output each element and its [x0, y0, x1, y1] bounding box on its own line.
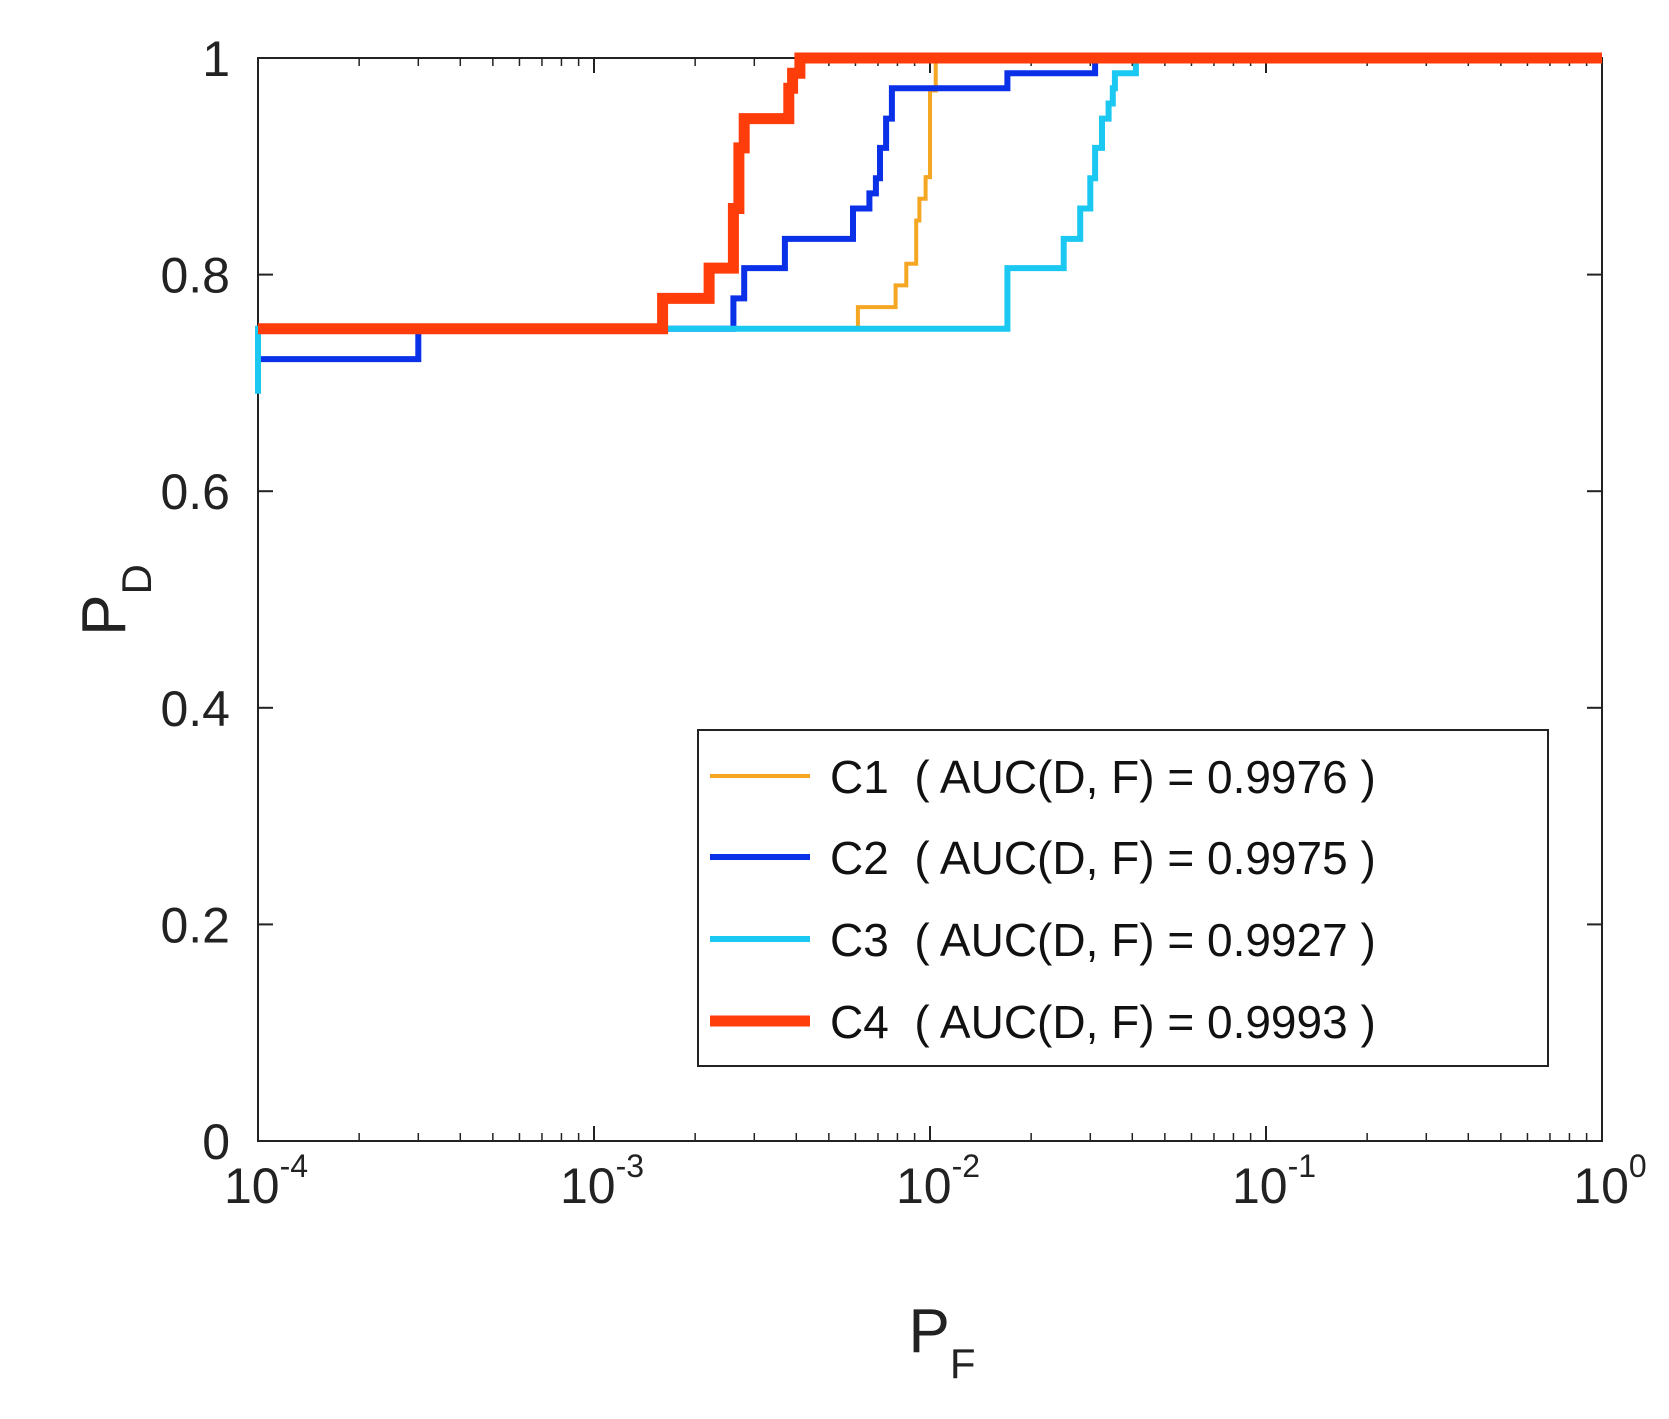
x-tick-base: 10 — [896, 1158, 952, 1214]
legend-box — [697, 729, 1549, 1067]
legend-label-c4: C4 ( AUC(D, F) = 0.9993 ) — [830, 996, 1376, 1048]
x-tick-label: 100 — [1573, 1148, 1646, 1214]
series-line-c4 — [258, 52, 1602, 335]
legend-entry-c1: C1 ( AUC(D, F) = 0.9976 ) — [710, 751, 1376, 803]
x-tick-label: 10-1 — [1232, 1148, 1316, 1214]
major-ticks — [257, 57, 1603, 1142]
x-tick-label: 10-3 — [560, 1148, 644, 1214]
legend-label-c3: C3 ( AUC(D, F) = 0.9927 ) — [830, 914, 1376, 966]
y-axis-label: PD — [70, 564, 160, 636]
legend-entry-c4: C4 ( AUC(D, F) = 0.9993 ) — [710, 996, 1376, 1048]
legend-label-c2: C2 ( AUC(D, F) = 0.9975 ) — [830, 832, 1376, 884]
legend-entry-c2: C2 ( AUC(D, F) = 0.9975 ) — [710, 832, 1376, 884]
x-tick-exponent: 0 — [1629, 1148, 1647, 1184]
y-tick-label: 0.8 — [160, 248, 230, 304]
y-tick-label: 1 — [202, 31, 230, 87]
series-line-c2 — [258, 55, 1602, 363]
x-tick-base: 10 — [1573, 1158, 1629, 1214]
y-axis-label-main: P — [70, 594, 139, 635]
x-axis-label-sub: F — [950, 1340, 976, 1387]
x-tick-labels: 10-4 10-3 10-2 10-1 100 — [224, 1148, 1647, 1214]
x-tick-label: 10-4 — [224, 1148, 308, 1214]
legend-label-c1: C1 ( AUC(D, F) = 0.9976 ) — [830, 751, 1376, 803]
series-line-c3 — [255, 55, 1602, 394]
x-tick-base: 10 — [560, 1158, 616, 1214]
y-tick-label: 0.2 — [160, 897, 230, 953]
x-tick-label: 10-2 — [896, 1148, 980, 1214]
legend: C1 ( AUC(D, F) = 0.9976 ) C2 ( AUC(D, F)… — [697, 729, 1549, 1067]
y-tick-label: 0.6 — [160, 464, 230, 520]
x-tick-exponent: -1 — [1288, 1148, 1316, 1184]
series-layer — [255, 52, 1602, 394]
x-tick-base: 10 — [224, 1158, 280, 1214]
y-tick-labels: 0 0.2 0.4 0.6 0.8 1 — [160, 31, 230, 1170]
x-axis-label-main: P — [908, 1297, 949, 1366]
x-tick-exponent: -3 — [616, 1148, 644, 1184]
x-axis-label: PF — [908, 1297, 975, 1387]
x-tick-exponent: -2 — [952, 1148, 980, 1184]
x-tick-exponent: -4 — [280, 1148, 308, 1184]
legend-entry-c3: C3 ( AUC(D, F) = 0.9927 ) — [710, 914, 1376, 966]
y-axis-label-sub: D — [113, 564, 160, 594]
y-tick-label: 0.4 — [160, 681, 230, 737]
y-tick-label: 0 — [202, 1114, 230, 1170]
x-tick-base: 10 — [1232, 1158, 1288, 1214]
